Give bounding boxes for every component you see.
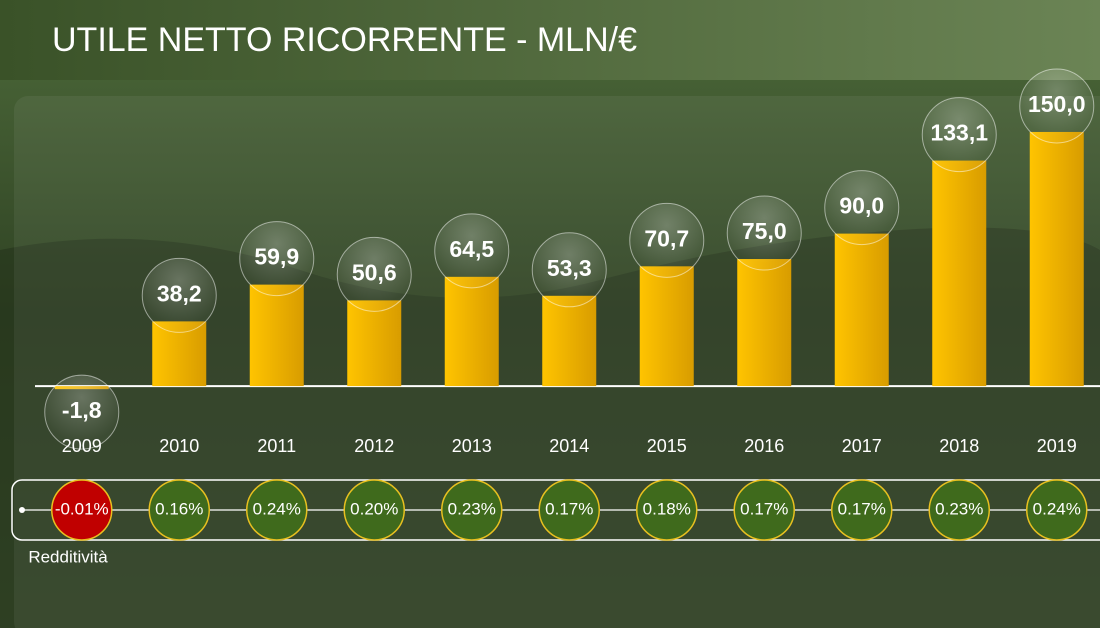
ratio-value: 0.17% [838,499,886,518]
x-tick-label: 2015 [647,436,687,456]
data-label: 150,0 [1028,91,1086,117]
bar [932,160,987,387]
data-label: 59,9 [254,244,299,270]
data-label: 90,0 [839,193,884,219]
bar [1029,131,1084,387]
ratio-row [11,479,1100,541]
data-label: 50,6 [352,259,397,285]
data-label: 64,5 [449,236,494,262]
data-label: 53,3 [547,255,592,281]
ratio-marker [148,479,210,541]
bar [249,284,304,387]
label-bubble [1019,68,1095,144]
ratio-value: 0.16% [155,499,203,518]
x-tick-label: 2012 [354,436,394,456]
ratio-label: Redditività [28,547,108,566]
ratio-marker [343,479,405,541]
ratio-value: 0.23% [935,499,983,518]
header [0,0,1100,80]
label-bubble [434,213,510,289]
ratio-value: 0.20% [350,499,398,518]
data-label: 38,2 [157,280,202,306]
label-bubble [141,257,217,333]
bar [639,266,694,387]
label-bubble [824,170,900,246]
bar [444,276,499,387]
x-tick-label: 2011 [257,436,296,456]
ratio-marker [928,479,990,541]
x-tick-label: 2016 [744,436,784,456]
ratio-marker [51,479,113,541]
ratio-marker [441,479,503,541]
label-bubble [44,374,120,450]
x-tick-label: 2010 [159,436,199,456]
ratio-marker [733,479,795,541]
chart-title: UTILE NETTO RICORRENTE - MLN/€ [52,21,637,59]
ratio-value: 0.17% [545,499,593,518]
bar [542,295,597,387]
bar [347,300,402,387]
ratio-value: 0.17% [740,499,788,518]
data-label: -1,8 [62,397,102,423]
ratio-value: -0.01% [55,499,109,518]
x-tick-label: 2017 [842,436,882,456]
label-bubble [239,221,315,297]
bar [834,233,889,387]
ratio-dot [19,507,25,513]
label-bubble [336,236,412,312]
ratio-marker [1026,479,1088,541]
label-bubble [921,97,997,173]
ratio-value: 0.24% [253,499,301,518]
x-tick-label: 2018 [939,436,979,456]
data-label: 133,1 [930,120,988,146]
ratio-marker [538,479,600,541]
label-bubble [629,202,705,278]
ratio-marker [831,479,893,541]
label-bubble [531,232,607,308]
x-tick-label: 2014 [549,436,589,456]
bar [737,259,792,387]
ratio-marker [636,479,698,541]
ratio-value: 0.23% [448,499,496,518]
data-label: 70,7 [644,225,689,251]
label-bubble [726,195,802,271]
ratio-value: 0.18% [643,499,691,518]
x-tick-label: 2013 [452,436,492,456]
x-tick-label: 2019 [1037,436,1077,456]
ratio-marker [246,479,308,541]
data-label: 75,0 [742,218,787,244]
ratio-value: 0.24% [1033,499,1081,518]
